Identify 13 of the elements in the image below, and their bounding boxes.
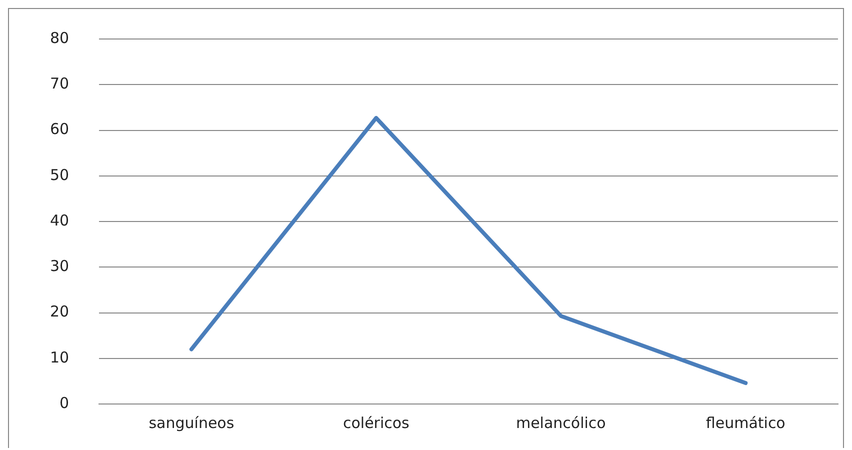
x-tick-label: coléricos: [342, 414, 410, 432]
y-tick-label: 40: [50, 211, 70, 230]
x-tick-label: melancólico: [516, 414, 606, 432]
y-tick-label: 20: [50, 302, 70, 321]
y-tick-label: 50: [50, 166, 70, 184]
y-tick-label: 60: [50, 120, 70, 138]
x-tick-label: sanguíneos: [148, 414, 234, 432]
x-tick-label: fleumático: [706, 414, 786, 432]
y-tick-label: 0: [60, 394, 70, 412]
y-tick-label: 10: [50, 348, 70, 366]
y-tick-label: 30: [50, 257, 70, 276]
y-tick-label: 80: [50, 28, 70, 47]
y-tick-label: 70: [50, 74, 70, 93]
